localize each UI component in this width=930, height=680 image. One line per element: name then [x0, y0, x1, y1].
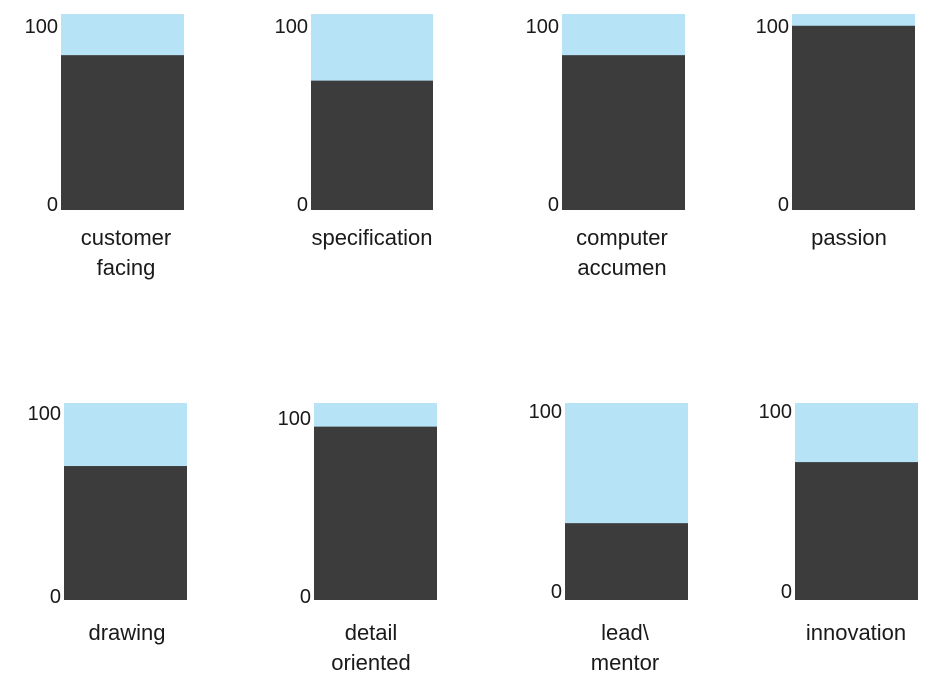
category-label-line: customer — [81, 225, 171, 250]
category-label: computer accumen — [576, 225, 668, 280]
category-label-line: drawing — [88, 620, 165, 645]
y-tick-label-100: 100 — [28, 403, 61, 425]
y-tick-label-100: 100 — [756, 16, 789, 38]
bar — [795, 462, 918, 600]
chart-panel: 100 0 detail oriented — [278, 403, 437, 675]
chart-panel: 100 0 innovation — [759, 401, 918, 645]
chart-panel: 100 0 lead\ mentor — [529, 401, 688, 675]
chart-panel: 100 0 customer facing — [25, 14, 184, 280]
y-tick-label-100: 100 — [526, 16, 559, 38]
y-tick-label-0: 0 — [548, 194, 559, 216]
category-label-line: specification — [311, 225, 432, 250]
category-label: innovation — [806, 620, 906, 645]
category-label-line: oriented — [331, 650, 411, 675]
y-tick-label-0: 0 — [300, 586, 311, 608]
category-label-line: detail — [345, 620, 398, 645]
category-label-line: passion — [811, 225, 887, 250]
category-label: lead\ mentor — [591, 620, 659, 675]
bar — [562, 55, 685, 210]
y-tick-label-100: 100 — [759, 401, 792, 423]
bar — [314, 426, 437, 600]
category-label-line: facing — [97, 255, 156, 280]
bar — [565, 523, 688, 600]
chart-panel: 100 0 computer accumen — [526, 14, 685, 280]
category-label: customer facing — [81, 225, 171, 280]
category-label-line: accumen — [577, 255, 666, 280]
category-label-line: computer — [576, 225, 668, 250]
category-label: specification — [311, 225, 432, 250]
bar — [311, 80, 433, 210]
y-tick-label-0: 0 — [781, 581, 792, 603]
category-label-line: mentor — [591, 650, 659, 675]
y-tick-label-0: 0 — [47, 194, 58, 216]
bar — [792, 25, 915, 211]
category-label: drawing — [88, 620, 165, 645]
y-tick-label-100: 100 — [25, 16, 58, 38]
y-tick-label-0: 0 — [50, 586, 61, 608]
y-tick-label-0: 0 — [551, 581, 562, 603]
y-tick-label-100: 100 — [275, 16, 308, 38]
chart-panel: 100 0 passion — [756, 14, 915, 250]
y-tick-label-0: 0 — [297, 194, 308, 216]
chart-panel: 100 0 drawing — [28, 403, 187, 645]
category-label: passion — [811, 225, 887, 250]
category-label-line: innovation — [806, 620, 906, 645]
y-tick-label-100: 100 — [529, 401, 562, 423]
bar — [61, 55, 184, 210]
category-label: detail oriented — [331, 620, 411, 675]
bar — [64, 466, 187, 600]
y-tick-label-0: 0 — [778, 194, 789, 216]
category-label-line: lead\ — [601, 620, 650, 645]
y-tick-label-100: 100 — [278, 408, 311, 430]
